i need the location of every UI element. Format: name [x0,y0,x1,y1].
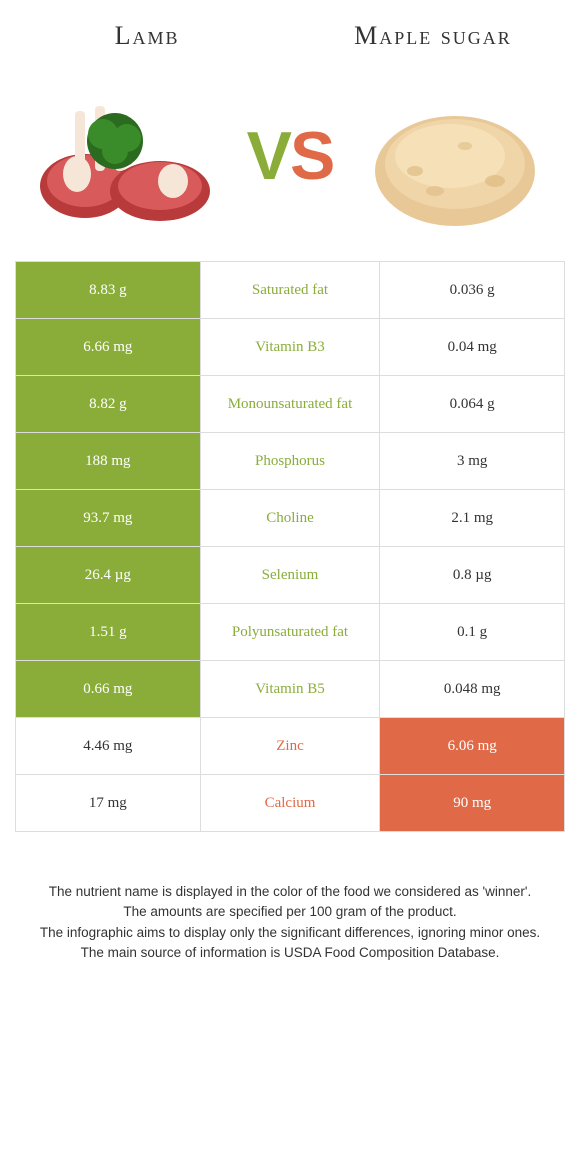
table-row: 0.66 mgVitamin B50.048 mg [16,661,565,718]
right-food-image [355,76,555,236]
footer-line: The main source of information is USDA F… [35,943,545,963]
nutrient-name-cell: Phosphorus [201,433,381,489]
footer-notes: The nutrient name is displayed in the co… [15,832,565,963]
nutrient-name-cell: Polyunsaturated fat [201,604,381,660]
table-row: 188 mgPhosphorus3 mg [16,433,565,490]
right-value-cell: 0.064 g [380,376,565,432]
table-row: 4.46 mgZinc6.06 mg [16,718,565,775]
table-row: 8.82 gMonounsaturated fat0.064 g [16,376,565,433]
left-value-cell: 93.7 mg [16,490,201,546]
right-value-cell: 6.06 mg [380,718,565,774]
right-food-title: Maple sugar [331,20,535,51]
header: Lamb Maple sugar [15,20,565,61]
right-value-cell: 2.1 mg [380,490,565,546]
table-row: 17 mgCalcium90 mg [16,775,565,832]
left-food-title: Lamb [45,21,249,51]
left-value-cell: 26.4 µg [16,547,201,603]
vs-s: S [290,118,333,194]
right-value-cell: 90 mg [380,775,565,831]
nutrient-name-cell: Monounsaturated fat [201,376,381,432]
left-value-cell: 8.82 g [16,376,201,432]
nutrient-name-cell: Selenium [201,547,381,603]
footer-line: The amounts are specified per 100 gram o… [35,902,545,922]
nutrient-name-cell: Saturated fat [201,262,381,318]
left-value-cell: 6.66 mg [16,319,201,375]
nutrient-name-cell: Choline [201,490,381,546]
vs-v: V [247,118,290,194]
vs-label: VS [247,117,334,195]
left-value-cell: 188 mg [16,433,201,489]
table-row: 1.51 gPolyunsaturated fat0.1 g [16,604,565,661]
footer-line: The nutrient name is displayed in the co… [35,882,545,902]
nutrient-table: 8.83 gSaturated fat0.036 g6.66 mgVitamin… [15,261,565,832]
table-row: 6.66 mgVitamin B30.04 mg [16,319,565,376]
right-value-cell: 3 mg [380,433,565,489]
right-value-cell: 0.1 g [380,604,565,660]
table-row: 8.83 gSaturated fat0.036 g [16,262,565,319]
left-value-cell: 8.83 g [16,262,201,318]
left-value-cell: 4.46 mg [16,718,201,774]
nutrient-name-cell: Calcium [201,775,381,831]
right-value-cell: 0.04 mg [380,319,565,375]
table-row: 93.7 mgCholine2.1 mg [16,490,565,547]
nutrient-name-cell: Vitamin B5 [201,661,381,717]
nutrient-name-cell: Vitamin B3 [201,319,381,375]
nutrient-name-cell: Zinc [201,718,381,774]
left-value-cell: 0.66 mg [16,661,201,717]
right-value-cell: 0.8 µg [380,547,565,603]
right-value-cell: 0.036 g [380,262,565,318]
left-value-cell: 17 mg [16,775,201,831]
table-row: 26.4 µgSelenium0.8 µg [16,547,565,604]
images-row: VS [15,61,565,261]
footer-line: The infographic aims to display only the… [35,923,545,943]
left-food-image [25,76,225,236]
right-value-cell: 0.048 mg [380,661,565,717]
left-value-cell: 1.51 g [16,604,201,660]
